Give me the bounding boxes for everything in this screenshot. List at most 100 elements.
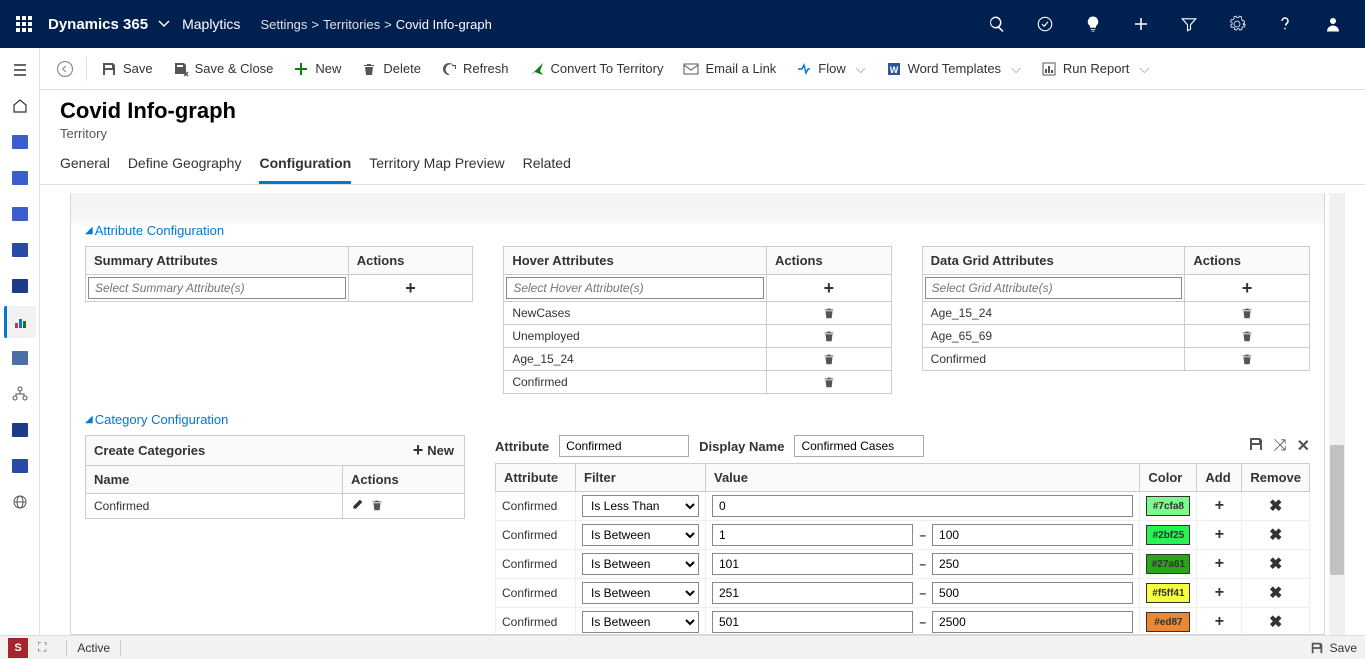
rail-item-5[interactable] — [4, 234, 36, 266]
lightbulb-icon[interactable] — [1069, 0, 1117, 48]
rail-item-10[interactable] — [4, 414, 36, 446]
rule-value2-input[interactable] — [932, 553, 1133, 575]
section-attr-header[interactable]: ◢Attribute Configuration — [85, 223, 1310, 238]
grid-item-delete[interactable] — [1185, 329, 1309, 343]
tab-general[interactable]: General — [60, 155, 110, 184]
delete-category-icon[interactable] — [370, 498, 384, 515]
delete-button[interactable]: Delete — [351, 48, 431, 90]
email-button[interactable]: Email a Link — [673, 48, 786, 90]
expand-icon[interactable]: ⛶ — [38, 640, 46, 655]
rail-item-8[interactable] — [4, 342, 36, 374]
content-scrollbar[interactable] — [1329, 193, 1345, 635]
rules-save-icon[interactable] — [1248, 436, 1264, 457]
rule-value2-input[interactable] — [932, 524, 1133, 546]
user-icon[interactable] — [1309, 0, 1357, 48]
hover-item-delete[interactable] — [767, 306, 891, 320]
rule-add-button[interactable]: + — [1197, 579, 1242, 608]
summary-select-input[interactable] — [88, 277, 346, 299]
rule-value-input[interactable] — [712, 495, 1133, 517]
brand[interactable]: Dynamics 365 — [48, 16, 148, 33]
word-button[interactable]: WWord Templates⌵ — [876, 48, 1031, 90]
attribute-input[interactable] — [559, 435, 689, 457]
rail-item-12[interactable] — [4, 486, 36, 518]
rail-item-4[interactable] — [4, 198, 36, 230]
rail-item-9[interactable] — [4, 378, 36, 410]
rule-remove-button[interactable]: ✖ — [1242, 521, 1310, 550]
new-category-button[interactable]: +New — [403, 436, 464, 465]
shuffle-icon[interactable]: ⤨ — [1274, 437, 1287, 455]
rule-value2-input[interactable] — [932, 582, 1133, 604]
tab-related[interactable]: Related — [523, 155, 571, 184]
footer-save-button[interactable]: Save — [1310, 641, 1357, 655]
rail-item-3[interactable] — [4, 162, 36, 194]
rule-value1-input[interactable] — [712, 582, 913, 604]
rule-add-button[interactable]: + — [1197, 492, 1242, 521]
rule-filter-select[interactable]: Is Between — [582, 524, 699, 546]
crumb-1[interactable]: Territories — [323, 17, 380, 32]
run-button[interactable]: Run Report⌵ — [1031, 48, 1159, 90]
refresh-button[interactable]: Refresh — [431, 48, 519, 90]
tab-territory-map-preview[interactable]: Territory Map Preview — [369, 155, 504, 184]
rule-add-button[interactable]: + — [1197, 521, 1242, 550]
close-icon[interactable]: ✕ — [1297, 436, 1310, 456]
summary-add-button[interactable]: + — [405, 278, 416, 299]
rail-item-11[interactable] — [4, 450, 36, 482]
convert-button[interactable]: Convert To Territory — [519, 48, 674, 90]
filter-icon[interactable] — [1165, 0, 1213, 48]
rule-remove-button[interactable]: ✖ — [1242, 579, 1310, 608]
save-close-button[interactable]: Save & Close — [163, 48, 284, 90]
grid-item-delete[interactable] — [1185, 352, 1309, 366]
hover-item-delete[interactable] — [767, 329, 891, 343]
gear-icon[interactable] — [1213, 0, 1261, 48]
session-icon[interactable]: S — [8, 638, 28, 658]
rule-color-swatch[interactable]: #2bf25 — [1146, 525, 1190, 545]
hover-item-delete[interactable] — [767, 352, 891, 366]
rule-add-button[interactable]: + — [1197, 608, 1242, 636]
rule-value1-input[interactable] — [712, 611, 913, 633]
rail-item-2[interactable] — [4, 126, 36, 158]
save-button[interactable]: Save — [91, 48, 163, 90]
rule-remove-button[interactable]: ✖ — [1242, 608, 1310, 636]
section-cat-header[interactable]: ◢Category Configuration — [85, 412, 1310, 427]
back-button[interactable] — [48, 60, 82, 78]
hover-add-button[interactable]: + — [824, 278, 835, 299]
rule-color-swatch[interactable]: #ed87 — [1146, 612, 1190, 632]
rule-color-swatch[interactable]: #27a61 — [1146, 554, 1190, 574]
crumb-0[interactable]: Settings — [260, 17, 307, 32]
rule-filter-select[interactable]: Is Less Than — [582, 495, 699, 517]
rule-value2-input[interactable] — [932, 611, 1133, 633]
rail-item-7[interactable] — [4, 306, 36, 338]
rule-filter-select[interactable]: Is Between — [582, 553, 699, 575]
hover-select-input[interactable] — [506, 277, 764, 299]
brand-chevron-icon[interactable] — [158, 17, 170, 32]
rule-filter-select[interactable]: Is Between — [582, 611, 699, 633]
edit-category-icon[interactable] — [351, 498, 364, 514]
rule-filter-select[interactable]: Is Between — [582, 582, 699, 604]
grid-add-button[interactable]: + — [1242, 278, 1253, 299]
rule-remove-button[interactable]: ✖ — [1242, 550, 1310, 579]
rail-item-0[interactable] — [4, 54, 36, 86]
search-icon[interactable] — [973, 0, 1021, 48]
flow-button[interactable]: Flow⌵ — [786, 48, 875, 90]
rule-value1-input[interactable] — [712, 524, 913, 546]
rule-add-button[interactable]: + — [1197, 550, 1242, 579]
hover-item-delete[interactable] — [767, 375, 891, 389]
add-icon[interactable] — [1117, 0, 1165, 48]
tab-define-geography[interactable]: Define Geography — [128, 155, 242, 184]
rail-item-1[interactable] — [4, 90, 36, 122]
rail-item-6[interactable] — [4, 270, 36, 302]
grid-item-delete[interactable] — [1185, 306, 1309, 320]
grid-select-input[interactable] — [925, 277, 1183, 299]
task-icon[interactable] — [1021, 0, 1069, 48]
rule-remove-button[interactable]: ✖ — [1242, 492, 1310, 521]
help-icon[interactable] — [1261, 0, 1309, 48]
rule-color-swatch[interactable]: #f5ff41 — [1146, 583, 1190, 603]
new-button[interactable]: New — [283, 48, 351, 90]
app-launcher-icon[interactable] — [8, 8, 40, 40]
product-name[interactable]: Maplytics — [182, 16, 240, 32]
tab-configuration[interactable]: Configuration — [259, 155, 351, 184]
display-name-input[interactable] — [794, 435, 924, 457]
rule-color-swatch[interactable]: #7cfa8 — [1146, 496, 1190, 516]
crumb-2[interactable]: Covid Info-graph — [396, 17, 492, 32]
rule-value1-input[interactable] — [712, 553, 913, 575]
